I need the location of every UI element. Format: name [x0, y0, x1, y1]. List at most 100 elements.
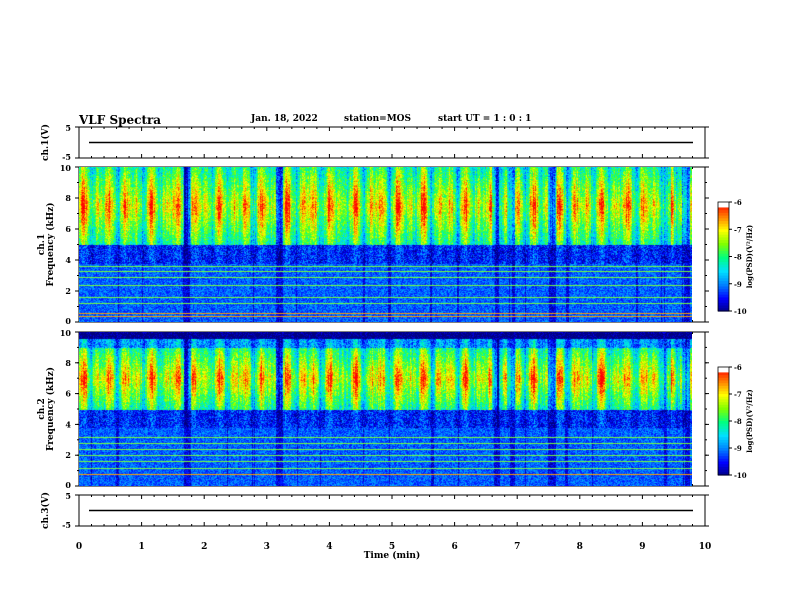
- y-axis-label: Frequency (kHz): [45, 202, 56, 286]
- colorbar-swatch: [718, 275, 729, 279]
- y-tick-label: 10: [60, 328, 72, 338]
- y-tick-label: 8: [65, 358, 71, 368]
- x-tick-label: 1: [138, 542, 144, 552]
- colorbar-swatch: [718, 469, 729, 473]
- colorbar-swatch: [718, 439, 729, 444]
- colorbar-swatch: [718, 207, 729, 211]
- colorbar-swatch: [718, 426, 729, 430]
- colorbar-swatch: [718, 256, 729, 260]
- colorbar-swatch: [718, 308, 729, 312]
- spectrogram-ch1: [79, 167, 692, 322]
- ch3-waveform-panel: 5 -5 ch.3(V): [40, 491, 709, 530]
- y-tick-label: 2: [65, 450, 71, 460]
- x-tick-label: 4: [326, 542, 332, 552]
- colorbar-tick-label: -7: [734, 390, 742, 399]
- colorbar-swatch: [718, 383, 729, 387]
- y-tick-label: 6: [65, 389, 71, 399]
- colorbar-ch1-spectrogram: -6 -7 -8 -9 -10 log(PSD)(V²/Hz): [717, 198, 754, 316]
- colorbar-swatch: [718, 253, 729, 258]
- y-tick-label: 10: [60, 163, 72, 173]
- colorbar-swatch: [718, 302, 729, 307]
- colorbar-swatch: [718, 461, 729, 465]
- colorbar-swatch: [718, 204, 729, 209]
- colorbar-swatch: [718, 215, 729, 219]
- colorbar-swatch: [718, 399, 729, 403]
- colorbar-swatch: [718, 270, 729, 274]
- colorbar-tick-label: -9: [734, 280, 742, 289]
- colorbar-swatch: [718, 289, 729, 293]
- colorbar-swatch: [718, 221, 729, 225]
- y-tick-label: 0: [65, 480, 71, 490]
- y-tick-label: 5: [65, 491, 71, 501]
- colorbar-swatch: [718, 453, 729, 457]
- colorbar-label: log(PSD)(V²/Hz): [745, 225, 754, 289]
- colorbar-swatch: [718, 281, 729, 285]
- x-tick-label: 2: [201, 542, 207, 552]
- colorbar-swatch: [718, 229, 729, 233]
- colorbar-tick-label: -8: [734, 253, 742, 262]
- colorbar-swatch: [718, 388, 729, 392]
- x-tick-label: 7: [514, 542, 520, 552]
- x-tick-label: 9: [639, 542, 645, 552]
- colorbar-swatch: [718, 283, 729, 288]
- colorbar-tick-label: -6: [734, 198, 742, 207]
- colorbar-swatch: [718, 210, 729, 214]
- colorbar-swatch: [718, 259, 729, 263]
- x-axis-label: Time (min): [364, 550, 421, 561]
- start-ut-label: start UT = 1 : 0 : 1: [438, 114, 532, 124]
- spectrogram-ch2: [79, 332, 692, 486]
- colorbar-swatch: [718, 410, 729, 414]
- colorbar-swatch: [718, 402, 729, 406]
- colorbar-swatch: [718, 445, 729, 449]
- colorbar-swatch: [718, 272, 729, 277]
- colorbar-swatch: [718, 404, 729, 409]
- spectrogram-image-ch1: [79, 167, 692, 322]
- colorbar-tick-label: -10: [734, 307, 747, 316]
- colorbar-swatch: [718, 248, 729, 252]
- x-tick-label: 3: [264, 542, 270, 552]
- colorbar-tick-label: -6: [734, 363, 742, 372]
- colorbar-swatch: [718, 245, 729, 249]
- colorbar-swatch: [718, 396, 729, 400]
- colorbar-swatch: [718, 223, 729, 228]
- colorbar-swatch: [718, 423, 729, 427]
- colorbar-swatch: [718, 458, 729, 463]
- colorbar-swatch: [718, 434, 729, 438]
- colorbar-tick-label: -8: [734, 417, 742, 426]
- colorbar-swatch: [718, 391, 729, 395]
- colorbar-swatch: [718, 394, 729, 398]
- y-tick-label: 6: [65, 224, 71, 234]
- y-axis-label: Frequency (kHz): [45, 367, 56, 451]
- colorbar-swatch: [718, 297, 729, 301]
- colorbar-swatch: [718, 472, 729, 476]
- colorbar-swatch: [718, 261, 729, 266]
- y-tick-label: 4: [65, 419, 71, 429]
- colorbar-swatch: [718, 437, 729, 441]
- y-tick-label: 2: [65, 286, 71, 296]
- colorbar-label: log(PSD)(V²/Hz): [745, 389, 754, 453]
- colorbar-swatch: [718, 407, 729, 411]
- colorbar-swatch: [718, 226, 729, 230]
- colorbar-swatch: [718, 242, 729, 247]
- colorbar-swatch: [718, 240, 729, 244]
- colorbar-swatch: [718, 237, 729, 241]
- colorbar-swatch: [718, 375, 729, 379]
- x-tick-label: 0: [76, 542, 82, 552]
- date-label: Jan. 18, 2022: [251, 114, 318, 124]
- colorbar-swatch: [718, 291, 729, 296]
- y-axis-label: ch.2: [37, 398, 47, 419]
- colorbar-swatch: [718, 372, 729, 376]
- y-tick-label: 0: [65, 316, 71, 326]
- y-tick-label: 5: [65, 123, 71, 133]
- colorbar-swatch: [718, 429, 729, 433]
- colorbar-tick-label: -7: [734, 225, 742, 234]
- figure-title: VLF Spectra: [79, 113, 162, 127]
- y-axis-label: ch.3(V): [40, 492, 51, 529]
- colorbar-ch2-spectrogram: -6 -7 -8 -9 -10 log(PSD)(V²/Hz): [717, 363, 754, 480]
- colorbar-swatch: [718, 464, 729, 468]
- ch1-waveform-panel: 5 -5 ch.1(V): [40, 123, 709, 162]
- colorbar-swatch: [718, 286, 729, 290]
- y-tick-label: -5: [62, 520, 71, 530]
- colorbar-swatch: [718, 212, 729, 217]
